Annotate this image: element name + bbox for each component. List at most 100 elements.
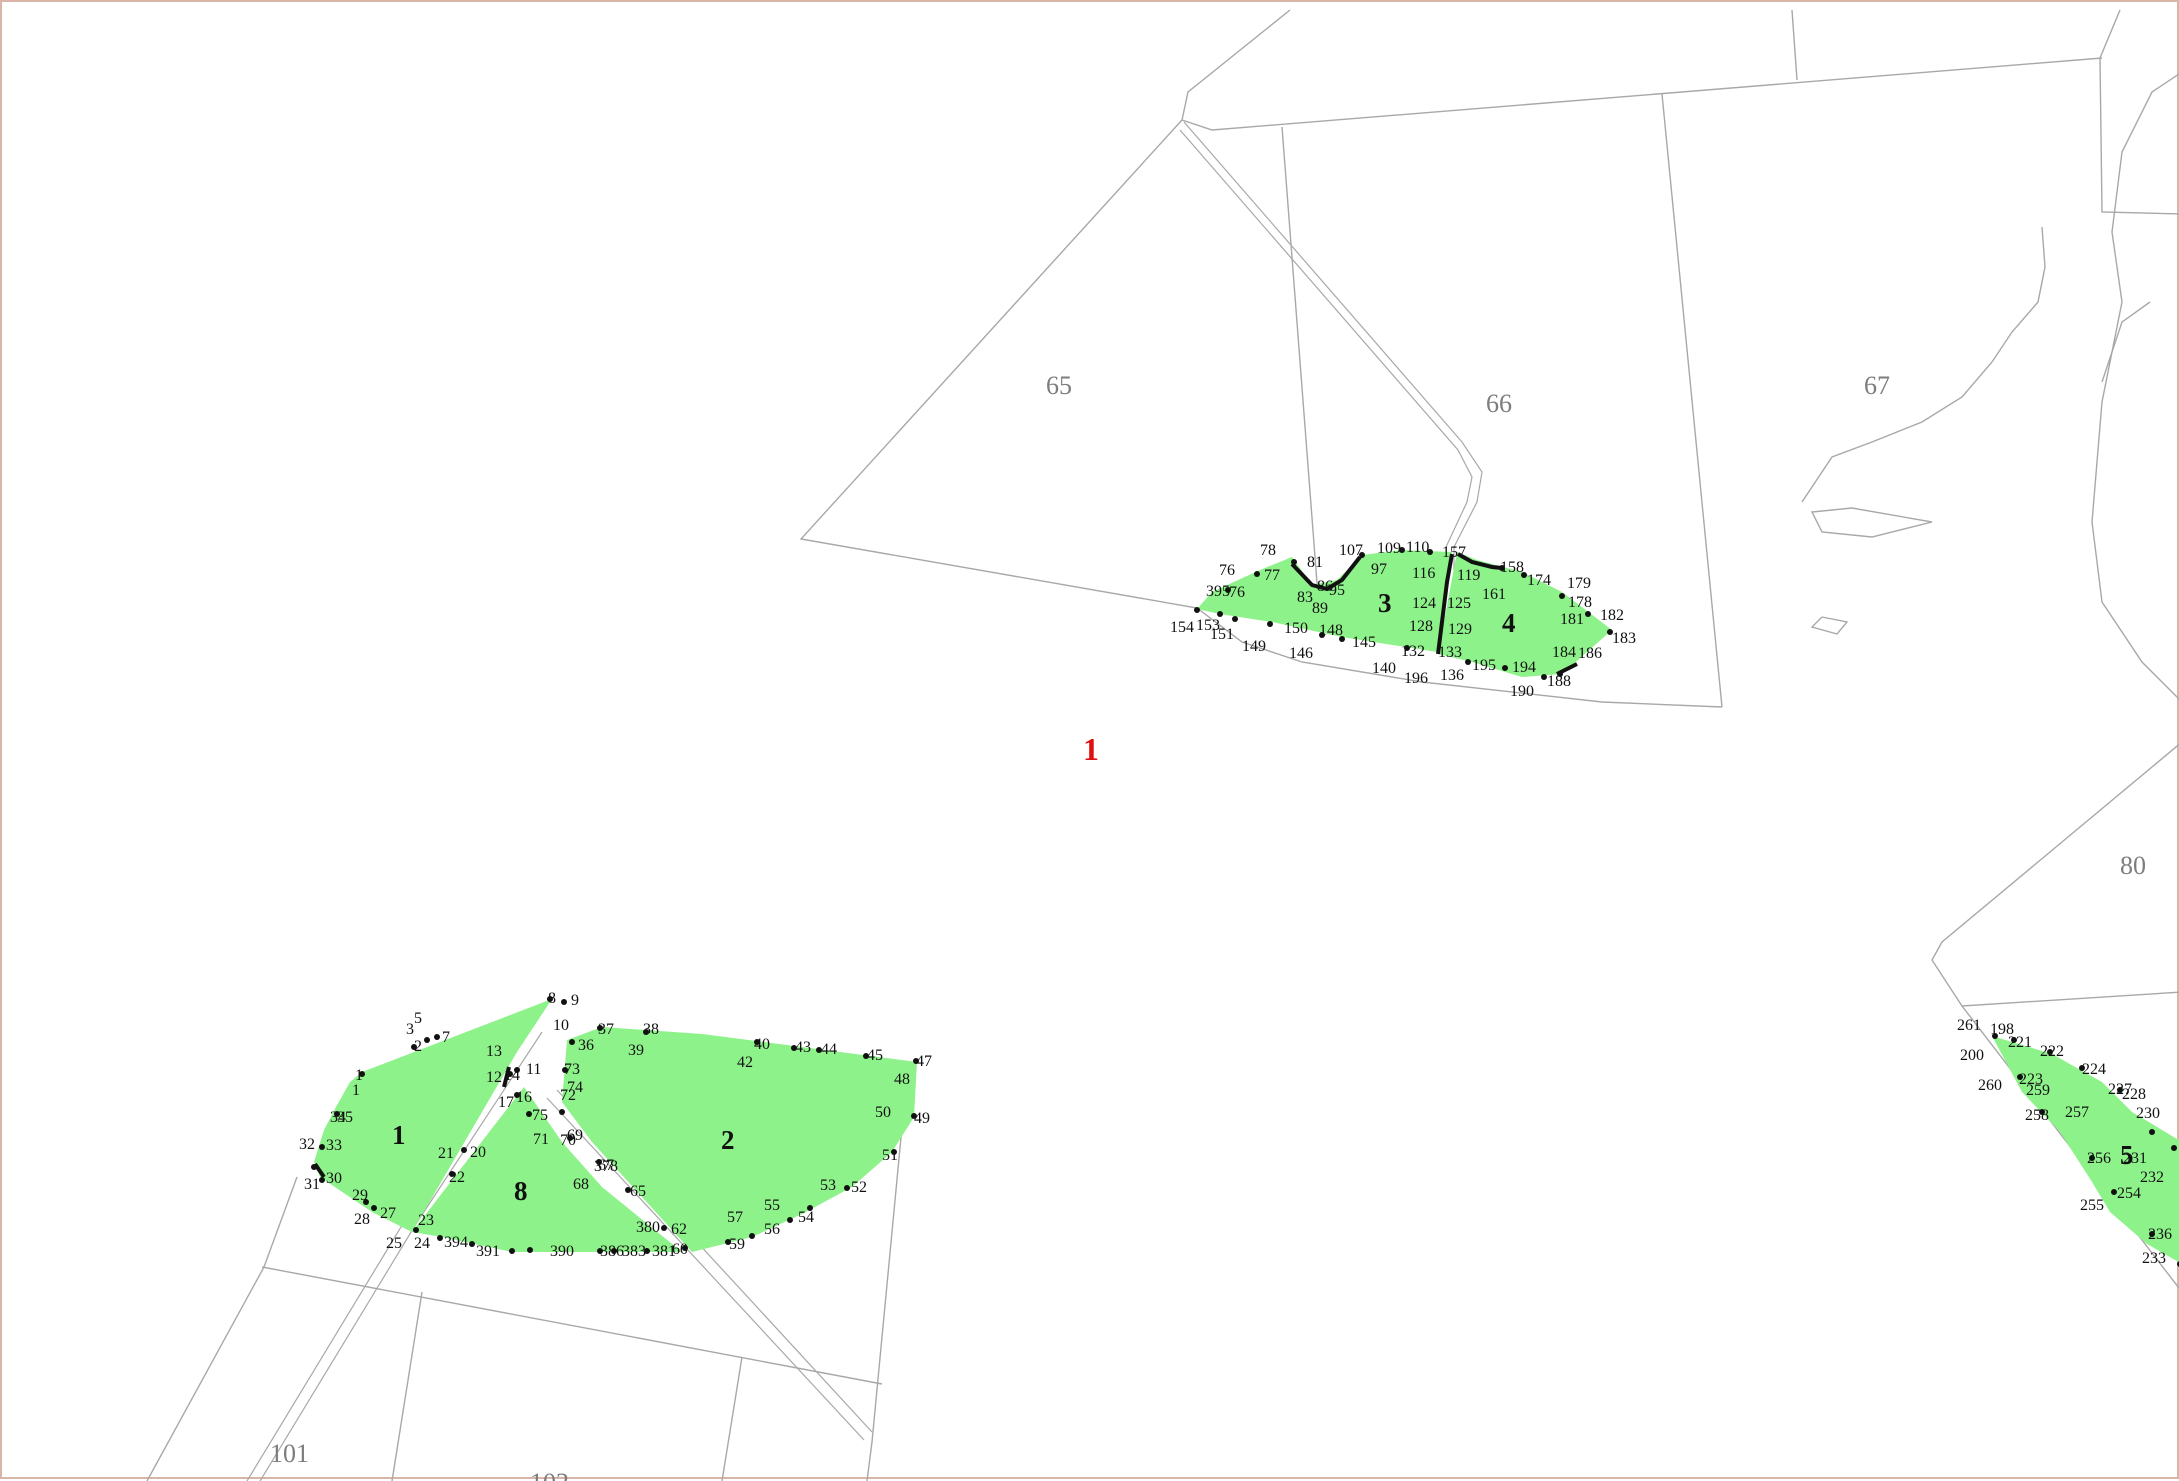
vertex-label: 124	[1412, 595, 1436, 612]
vertex-label: 154	[1170, 619, 1194, 636]
vertex-label: 195	[1472, 657, 1496, 674]
plot-label-5: 5	[2120, 1140, 2134, 1170]
vertex-label: 258	[2025, 1107, 2049, 1124]
vertex-label: 60	[672, 1241, 688, 1258]
plot-label-8: 8	[514, 1176, 528, 1206]
vertex-label: 380	[636, 1219, 660, 1236]
vertex-label: 97	[1371, 561, 1387, 578]
vertex-label: 17	[498, 1094, 514, 1111]
vertex-label: 256	[2087, 1150, 2111, 1167]
vertex-label: 3	[406, 1021, 414, 1038]
vertex-label: 390	[550, 1243, 574, 1260]
vertex-label: 40	[754, 1036, 770, 1053]
vertex-label: 62	[671, 1221, 687, 1238]
vertex-label: 1	[352, 1082, 360, 1099]
plot-shape-1	[314, 999, 552, 1232]
vertex-label: 11	[526, 1061, 541, 1078]
vertex-label: 89	[1312, 600, 1328, 617]
vertex-label: 221	[2008, 1034, 2032, 1051]
vertex-label: 39	[628, 1042, 644, 1059]
vertex-label: 34	[330, 1109, 346, 1126]
parcel-boundaries	[146, 9, 2179, 1481]
parcel-label-102: 102	[530, 1468, 569, 1481]
vertex-label: 44	[821, 1041, 837, 1058]
vertex-label: 151	[1210, 626, 1234, 643]
vertex-label: 378	[594, 1158, 618, 1175]
vertex-label: 224	[2082, 1061, 2106, 1078]
vertex-label: 148	[1319, 622, 1343, 639]
vertex-label: 72	[560, 1087, 576, 1104]
vertex-label: 67	[598, 1157, 614, 1174]
vertex-label: 75	[532, 1107, 548, 1124]
vertex-label: 31	[304, 1176, 320, 1193]
plots	[314, 550, 2179, 1263]
vertex-label: 95	[1329, 582, 1345, 599]
vertex-label: 188	[1547, 673, 1571, 690]
plot-label-3: 3	[1378, 588, 1392, 618]
vertex-label: 38	[643, 1021, 659, 1038]
plot-shape-4	[1438, 552, 1612, 677]
vertex-label: 174	[1527, 572, 1551, 589]
vertex-label: 36	[578, 1037, 594, 1054]
vertex-label: 16	[516, 1089, 532, 1106]
vertex-label: 183	[1612, 630, 1636, 647]
vertex-label: 230	[2136, 1105, 2160, 1122]
vertex-label: 76	[1229, 584, 1245, 601]
vertex-label: 13	[486, 1043, 502, 1060]
vertex-label: 158	[1500, 559, 1524, 576]
vertex-label: 125	[1447, 595, 1471, 612]
vertex-label: 70	[560, 1132, 576, 1149]
vertex-label: 194	[1512, 659, 1536, 676]
vertex-label: 231	[2123, 1150, 2147, 1167]
vertex-label: 133	[1438, 644, 1462, 661]
vertex-label: 21	[438, 1145, 454, 1162]
vertex-label: 51	[882, 1147, 898, 1164]
vertex-label: 2	[414, 1038, 422, 1055]
vertex-label: 129	[1448, 621, 1472, 638]
vertex-label: 178	[1568, 594, 1592, 611]
vertex-label: 86	[1317, 578, 1333, 595]
vertex-label: 23	[418, 1212, 434, 1229]
vertex-label: 76	[1219, 562, 1235, 579]
vertex-label: 190	[1510, 683, 1534, 700]
vertex-label: 223	[2019, 1071, 2043, 1088]
plot-label-1: 1	[392, 1120, 406, 1150]
vertex-label: 33	[326, 1137, 342, 1154]
vertex-label: 22	[449, 1169, 465, 1186]
plot-shape-5	[1992, 1036, 2179, 1263]
vertex-label: 200	[1960, 1047, 1984, 1064]
vertex-label: 179	[1567, 575, 1591, 592]
plot-labels: 1 2 3 4 5 8	[392, 588, 2134, 1206]
vertex-label: 236	[2148, 1226, 2172, 1243]
vertex-label: 71	[533, 1131, 549, 1148]
vertex-label: 30	[326, 1170, 342, 1187]
vertex-label: 254	[2117, 1185, 2141, 1202]
vertex-label: 110	[1406, 539, 1429, 556]
vertex-label: 136	[1440, 667, 1464, 684]
vertex-label: 196	[1404, 670, 1428, 687]
vertex-label: 7	[442, 1029, 450, 1046]
vertex-label: 140	[1372, 660, 1396, 677]
vertex-label: 232	[2140, 1169, 2164, 1186]
vertex-label: 394	[444, 1234, 468, 1251]
vertex-label: 74	[567, 1079, 583, 1096]
vertex-label: 184	[1552, 644, 1576, 661]
vertex-label: 14	[504, 1067, 520, 1084]
vertex-label: 109	[1377, 540, 1401, 557]
vertex-label: 27	[380, 1205, 396, 1222]
vertex-label: 29	[352, 1187, 368, 1204]
vertex-label: 233	[2142, 1250, 2166, 1267]
vertex-label: 119	[1457, 567, 1480, 584]
sheet-number: 1	[1083, 731, 1099, 767]
vertex-label: 257	[2065, 1104, 2089, 1121]
plot-label-4: 4	[1502, 608, 1516, 638]
vertex-label: 52	[851, 1179, 867, 1196]
parcel-labels: 65 66 67 80 101 102	[270, 371, 2146, 1481]
vertex-label: 57	[727, 1209, 743, 1226]
vertex-label: 255	[2080, 1197, 2104, 1214]
vertex-label: 25	[386, 1235, 402, 1252]
vertex-label: 9	[571, 992, 579, 1009]
vertex-label: 28	[354, 1211, 370, 1228]
vertex-label: 149	[1242, 638, 1266, 655]
